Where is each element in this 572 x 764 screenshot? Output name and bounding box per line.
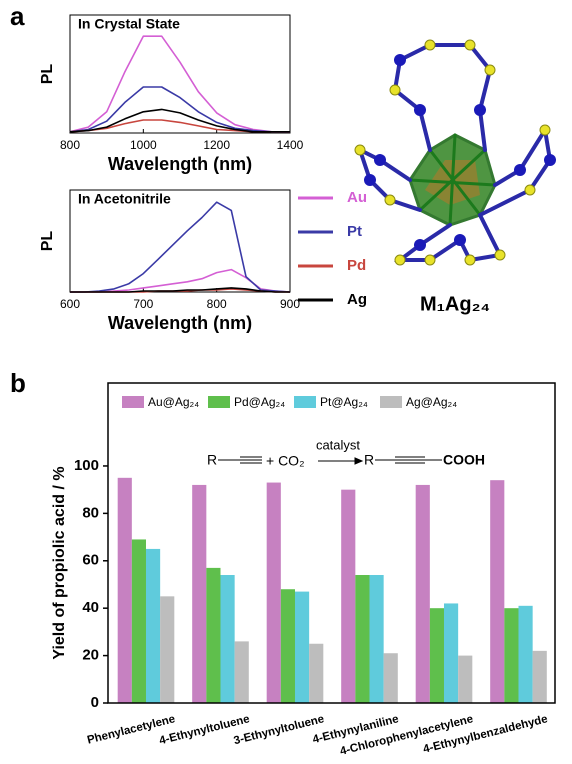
y-axis-label: Yield of propiolic acid / % [51,466,68,659]
line-series [70,270,290,292]
chart-title: In Acetonitrile [78,191,171,207]
y-tick-label: 80 [82,504,99,521]
x-tick-label: 600 [60,297,80,311]
bar [132,539,146,703]
line-series [70,109,290,131]
y-axis-label: PL [39,64,56,85]
bar [341,490,355,703]
scheme-text: catalyst [316,437,360,452]
legend-label: Pt [347,223,362,240]
line-series [70,36,290,132]
bar [384,653,398,703]
x-tick-label: 900 [280,297,300,311]
x-tick-label: 800 [60,138,80,152]
legend-swatch [380,396,402,408]
legend-label: Pt@Ag₂₄ [320,395,368,409]
bar [369,575,383,703]
bar [295,592,309,703]
x-tick-label: 4-Ethynylbenzaldehyde [422,713,549,756]
legend-label: Au [347,189,367,206]
legend-swatch [122,396,144,408]
bar [146,549,160,703]
bar [458,656,472,703]
bar [490,480,504,703]
line-series [70,202,290,292]
legend-label: Au@Ag₂₄ [148,395,199,409]
legend-label: Ag [347,291,367,308]
structure-label: M₁Ag₂₄ [420,293,490,315]
bar [281,589,295,703]
y-axis-label: PL [39,231,56,252]
scheme-text: + CO₂ [266,453,305,469]
bar [444,603,458,703]
y-tick-label: 60 [82,552,99,569]
scheme-text: R [364,452,374,468]
bar [504,608,518,703]
y-tick-label: 100 [74,457,99,474]
bar [309,644,323,703]
x-tick-label: 700 [133,297,153,311]
bar [235,641,249,703]
x-tick-label: 1200 [203,138,230,152]
bar [533,651,547,703]
figure: a b M₁Ag₂₄ R + CO₂ cata [0,0,572,764]
plot-frame [108,383,555,703]
legend-label: Pd@Ag₂₄ [234,395,285,409]
scheme-text: COOH [443,452,485,468]
bar [206,568,220,703]
bar [355,575,369,703]
reaction-scheme [218,457,442,464]
y-tick-label: 0 [91,694,99,711]
legend-swatch [294,396,316,408]
x-tick-label: 800 [207,297,227,311]
chart-title: In Crystal State [78,16,180,32]
y-tick-label: 40 [82,599,99,616]
legend-label: Pd [347,257,366,274]
scheme-text: R [207,452,217,468]
panel-label: a [10,1,25,31]
bar [192,485,206,703]
panel-label: b [10,368,26,398]
bar [416,485,430,703]
bar [160,596,174,703]
bar [267,483,281,703]
x-axis-label: Wavelength (nm) [108,313,252,333]
cluster-structure [355,40,556,265]
x-axis-label: Wavelength (nm) [108,154,252,174]
x-tick-label: 1400 [277,138,304,152]
bar [430,608,444,703]
bar [118,478,132,703]
line-series [70,87,290,132]
legend-swatch [208,396,230,408]
page: a b M₁Ag₂₄ R + CO₂ cata [0,0,572,764]
x-tick-label: 1000 [130,138,157,152]
bar [220,575,234,703]
y-tick-label: 20 [82,647,99,664]
bar [518,606,532,703]
legend-label: Ag@Ag₂₄ [406,395,457,409]
